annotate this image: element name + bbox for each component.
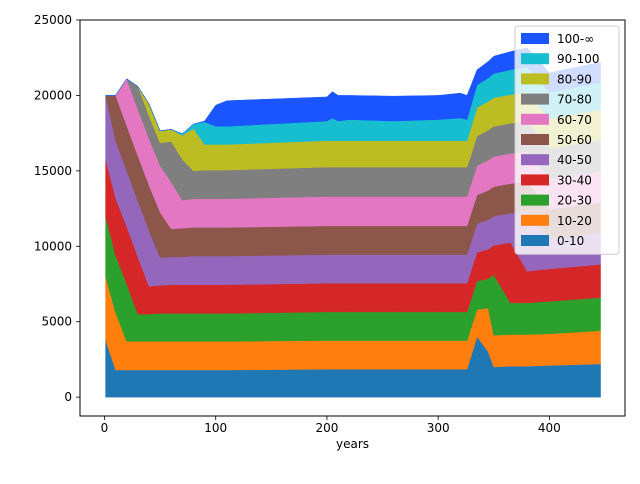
- legend-swatch-10-20: [521, 214, 549, 226]
- y-tick-label: 10000: [34, 239, 72, 253]
- legend-label-100-inf: 100-∞: [557, 32, 594, 46]
- legend-label-60-70: 60-70: [557, 113, 592, 127]
- legend-swatch-30-40: [521, 174, 549, 186]
- legend-swatch-50-60: [521, 134, 549, 145]
- legend-swatch-60-70: [521, 113, 549, 125]
- legend-label-70-80: 70-80: [557, 93, 592, 107]
- y-tick-label: 15000: [34, 164, 72, 178]
- y-tick-label: 0: [64, 390, 72, 404]
- legend-label-20-30: 20-30: [557, 194, 592, 208]
- legend-swatch-90-100: [521, 53, 549, 65]
- legend-label-80-90: 80-90: [557, 72, 592, 86]
- x-tick-label: 200: [315, 421, 338, 435]
- legend-swatch-70-80: [521, 93, 549, 105]
- legend-swatch-80-90: [521, 73, 549, 85]
- x-tick-label: 400: [538, 421, 561, 435]
- legend-swatch-20-30: [521, 194, 549, 206]
- legend-swatch-0-10: [521, 235, 549, 246]
- legend-label-10-20: 10-20: [557, 214, 592, 228]
- x-tick-label: 300: [427, 421, 450, 435]
- x-axis-label: years: [336, 437, 369, 451]
- x-tick-label: 0: [101, 421, 109, 435]
- legend-label-50-60: 50-60: [557, 133, 592, 147]
- y-tick-label: 5000: [41, 315, 72, 329]
- legend-swatch-40-50: [521, 154, 549, 166]
- legend-label-0-10: 0-10: [557, 234, 584, 248]
- legend-label-40-50: 40-50: [557, 153, 592, 167]
- legend-label-90-100: 90-100: [557, 52, 600, 66]
- x-tick-label: 100: [204, 421, 227, 435]
- legend: 100-∞ 90-100 80-90 70-80 60-70 50-60 40-50 30-4…: [514, 25, 620, 255]
- legend-label-30-40: 30-40: [557, 173, 592, 187]
- y-axis-ticks: 0 5000 10000 15000 20000 25000: [34, 13, 80, 404]
- y-tick-label: 25000: [34, 13, 72, 27]
- x-axis-ticks: 0 100 200 300 400: [101, 416, 561, 435]
- legend-swatch-100-inf: [521, 33, 549, 44]
- axes-frame: [79, 19, 626, 417]
- y-tick-label: 20000: [34, 88, 72, 102]
